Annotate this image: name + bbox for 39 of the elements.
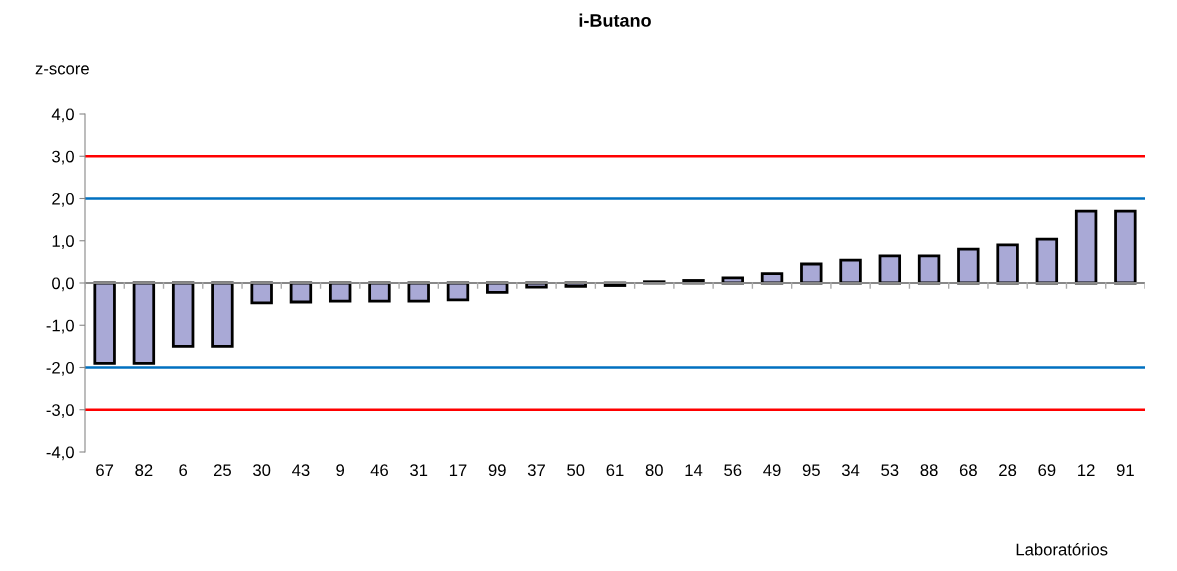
x-tick-label: 61 — [606, 464, 624, 477]
y-tick-label: -1,0 — [46, 319, 74, 334]
x-tick-label: 43 — [292, 464, 310, 477]
x-tick-label: 99 — [488, 464, 506, 477]
y-tick-label: 1,0 — [52, 235, 74, 249]
x-tick-label: 82 — [135, 464, 153, 477]
x-tick-label: 6 — [179, 464, 188, 477]
x-tick-label: 12 — [1078, 464, 1095, 476]
x-tick-label: 53 — [881, 464, 899, 477]
x-tick-label: 31 — [410, 464, 428, 477]
y-tick-label: -2,0 — [46, 361, 74, 376]
x-tick-label: 67 — [96, 464, 114, 477]
x-tick-label: 17 — [449, 464, 467, 476]
y-tick-label: 0,0 — [52, 277, 74, 292]
x-tick-label: 88 — [920, 464, 938, 477]
x-tick-label: 28 — [999, 464, 1017, 477]
x-tick-label: 14 — [685, 464, 703, 476]
x-tick-label: 56 — [724, 464, 742, 477]
y-tick-label: 3,0 — [52, 150, 74, 165]
x-tick-label: 49 — [763, 464, 781, 477]
x-tick-label: 37 — [527, 464, 545, 477]
x-tick-label: 50 — [567, 464, 585, 477]
x-tick-label: 95 — [802, 464, 820, 477]
x-tick-label: 68 — [959, 464, 977, 477]
x-tick-label: 30 — [253, 464, 271, 477]
x-tick-label: 80 — [645, 464, 663, 477]
x-tick-label: 46 — [370, 464, 388, 477]
x-axis-title: Laboratórios — [1016, 543, 1108, 556]
x-tick-label: 91 — [1116, 464, 1134, 477]
y-tick-label: -4,0 — [46, 446, 74, 461]
y-tick-label: 2,0 — [52, 192, 74, 207]
y-axis-title: z-score — [35, 65, 89, 75]
chart-title: i-Butano — [579, 13, 651, 27]
x-tick-label: 9 — [336, 464, 345, 477]
x-tick-label: 34 — [841, 464, 860, 477]
x-tick-label: 69 — [1038, 464, 1056, 477]
x-tick-label: 25 — [213, 464, 231, 477]
y-tick-label: -3,0 — [46, 404, 74, 418]
y-tick-label: 4,0 — [51, 108, 74, 123]
